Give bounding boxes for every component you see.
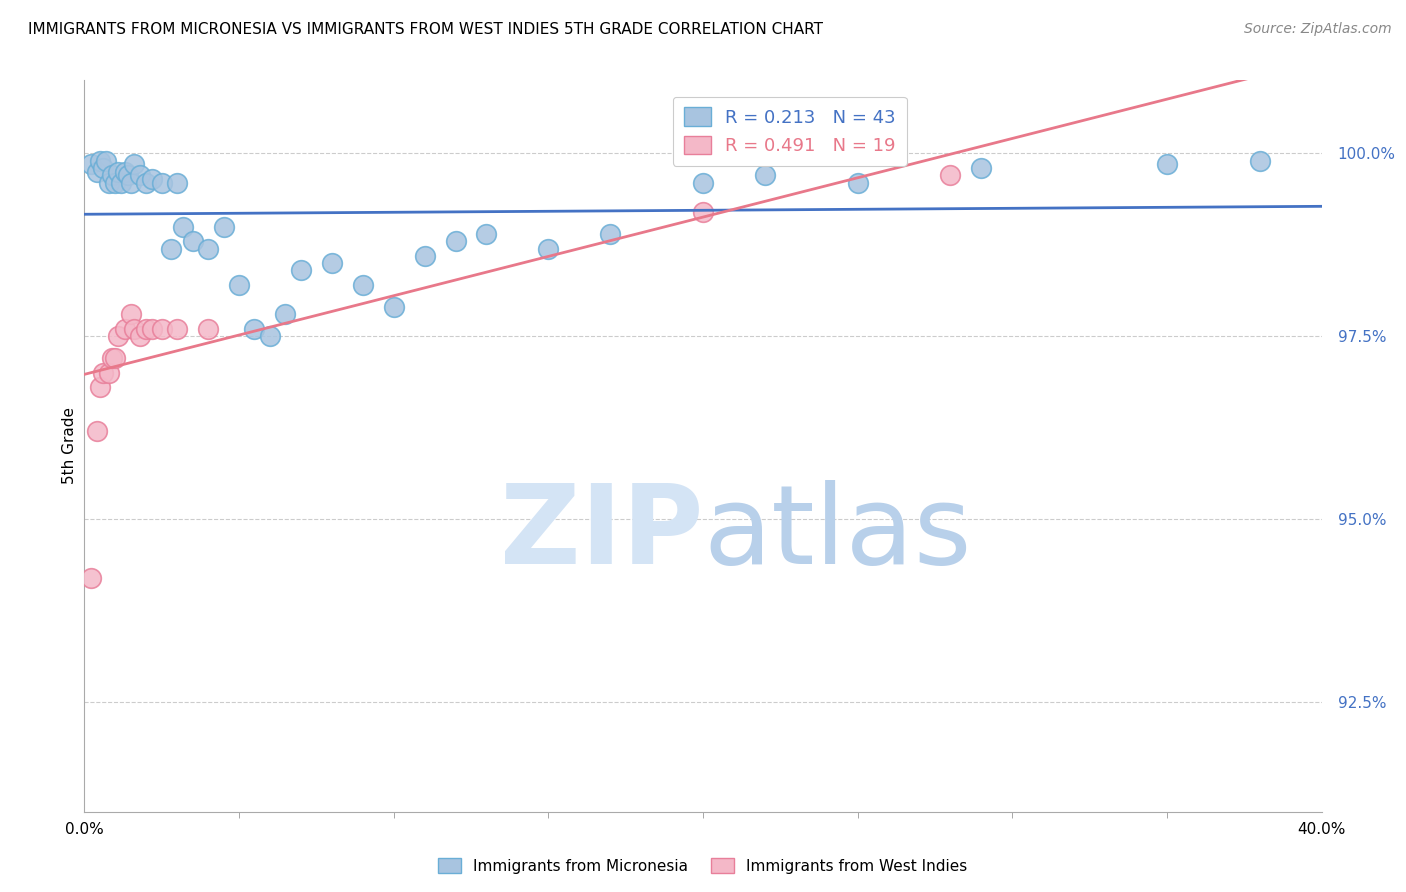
Point bbox=[243, 322, 266, 336]
Point bbox=[114, 164, 136, 178]
Point bbox=[692, 205, 714, 219]
Point bbox=[413, 249, 436, 263]
Point bbox=[129, 169, 152, 183]
Point bbox=[101, 169, 124, 183]
Point bbox=[754, 169, 776, 183]
Point bbox=[107, 164, 129, 178]
Point bbox=[98, 366, 121, 380]
Point bbox=[101, 351, 124, 366]
Point bbox=[135, 322, 157, 336]
Text: IMMIGRANTS FROM MICRONESIA VS IMMIGRANTS FROM WEST INDIES 5TH GRADE CORRELATION : IMMIGRANTS FROM MICRONESIA VS IMMIGRANTS… bbox=[28, 22, 823, 37]
Y-axis label: 5th Grade: 5th Grade bbox=[62, 408, 77, 484]
Point bbox=[692, 176, 714, 190]
Point bbox=[79, 157, 101, 171]
Point bbox=[141, 322, 163, 336]
Point bbox=[197, 322, 219, 336]
Point bbox=[107, 329, 129, 343]
Point bbox=[166, 176, 188, 190]
Point bbox=[321, 256, 343, 270]
Point bbox=[89, 153, 111, 168]
Point bbox=[141, 172, 163, 186]
Point bbox=[120, 307, 142, 321]
Point bbox=[117, 169, 139, 183]
Point bbox=[228, 278, 250, 293]
Point bbox=[259, 329, 281, 343]
Point bbox=[166, 322, 188, 336]
Point bbox=[382, 300, 405, 314]
Point bbox=[212, 219, 235, 234]
Point bbox=[104, 351, 127, 366]
Point bbox=[444, 234, 467, 248]
Point bbox=[160, 242, 183, 256]
Point bbox=[150, 176, 173, 190]
Point bbox=[135, 176, 157, 190]
Point bbox=[79, 571, 101, 585]
Point bbox=[475, 227, 498, 241]
Point bbox=[91, 366, 114, 380]
Point bbox=[120, 176, 142, 190]
Point bbox=[114, 322, 136, 336]
Point bbox=[939, 169, 962, 183]
Point bbox=[352, 278, 374, 293]
Point bbox=[94, 153, 117, 168]
Point bbox=[1249, 153, 1271, 168]
Point bbox=[122, 322, 145, 336]
Point bbox=[129, 329, 152, 343]
Point bbox=[290, 263, 312, 277]
Point bbox=[181, 234, 204, 248]
Point bbox=[537, 242, 560, 256]
Point bbox=[274, 307, 297, 321]
Point bbox=[172, 219, 194, 234]
Point bbox=[110, 176, 132, 190]
Point bbox=[197, 242, 219, 256]
Legend: Immigrants from Micronesia, Immigrants from West Indies: Immigrants from Micronesia, Immigrants f… bbox=[432, 852, 974, 880]
Point bbox=[98, 176, 121, 190]
Point bbox=[599, 227, 621, 241]
Point bbox=[86, 164, 108, 178]
Text: atlas: atlas bbox=[703, 480, 972, 587]
Point bbox=[150, 322, 173, 336]
Text: Source: ZipAtlas.com: Source: ZipAtlas.com bbox=[1244, 22, 1392, 37]
Point bbox=[122, 157, 145, 171]
Text: ZIP: ZIP bbox=[499, 480, 703, 587]
Point bbox=[970, 161, 993, 175]
Legend: R = 0.213   N = 43, R = 0.491   N = 19: R = 0.213 N = 43, R = 0.491 N = 19 bbox=[672, 96, 907, 166]
Point bbox=[1156, 157, 1178, 171]
Point bbox=[91, 161, 114, 175]
Point bbox=[86, 425, 108, 439]
Point bbox=[846, 176, 869, 190]
Point bbox=[89, 380, 111, 394]
Point bbox=[104, 176, 127, 190]
